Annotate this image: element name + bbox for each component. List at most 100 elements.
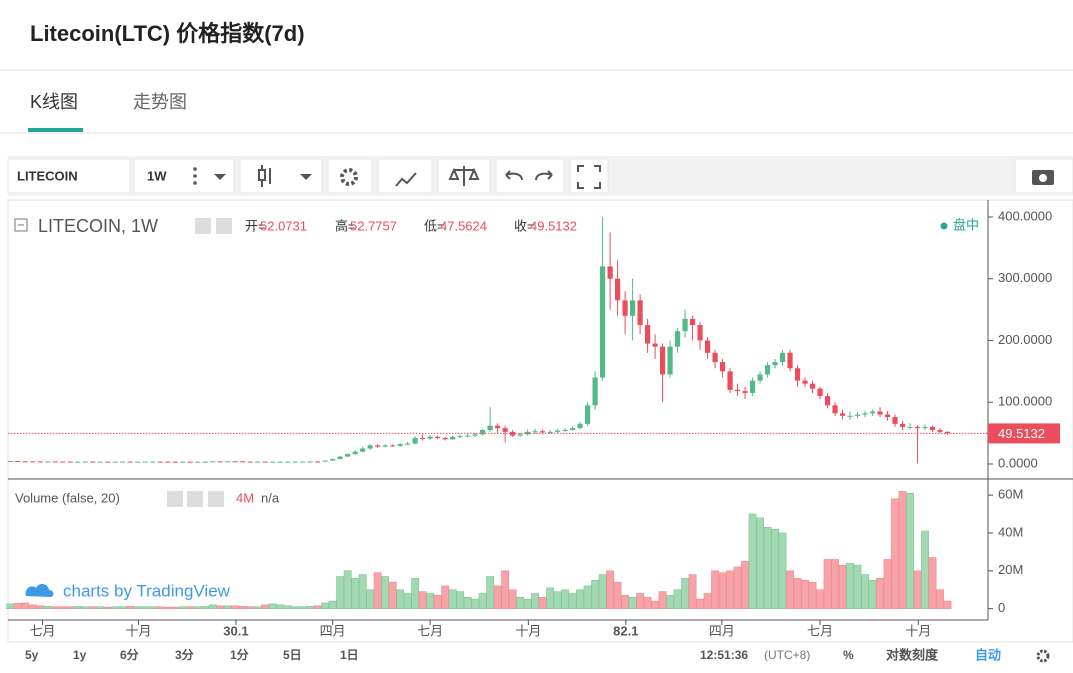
icon — [577, 165, 601, 189]
volume-bar — [51, 606, 60, 609]
range-button[interactable]: 1日 — [340, 648, 359, 662]
candle-body — [150, 461, 156, 463]
candle-body — [135, 461, 141, 463]
y-tick-label: 100.0000 — [998, 394, 1052, 409]
icon — [193, 181, 197, 185]
volume-bar — [823, 559, 832, 609]
volume-bar — [426, 593, 435, 609]
candle-body — [30, 461, 36, 463]
candle-body — [577, 423, 583, 429]
range-button[interactable]: 5y — [25, 648, 39, 662]
chart-type-button[interactable] — [239, 158, 323, 194]
volume-bar — [831, 559, 839, 609]
candle-body — [202, 461, 208, 463]
candle-body — [397, 444, 403, 447]
candle-body — [112, 461, 118, 463]
symbol-button[interactable] — [7, 158, 131, 194]
percent-toggle[interactable]: % — [843, 648, 854, 662]
icon — [208, 491, 224, 507]
volume-bar — [21, 602, 30, 609]
volume-bar — [148, 606, 157, 609]
volume-bar — [748, 513, 757, 609]
volume-bar — [658, 591, 667, 609]
volume-bar — [621, 595, 629, 609]
candle-body — [659, 346, 666, 375]
symbol: LITECOIN — [17, 168, 78, 183]
y-tick-label: 300.0000 — [998, 270, 1052, 285]
range-button[interactable]: 6分 — [120, 647, 139, 662]
candle-body — [839, 413, 846, 416]
candle-body — [704, 340, 711, 353]
volume-bar — [396, 589, 405, 609]
volume-bar — [36, 605, 45, 609]
volume-bar — [523, 598, 532, 609]
candle-body — [172, 461, 178, 463]
candle-body — [570, 428, 576, 431]
candle-body — [240, 461, 246, 463]
candle-body — [824, 396, 831, 406]
volume-bar — [688, 574, 697, 609]
candle-body — [315, 461, 321, 463]
footer-settings[interactable] — [1036, 649, 1050, 663]
candle-body — [637, 300, 643, 326]
volume-bar — [193, 606, 202, 609]
volume-bar — [561, 589, 570, 609]
volume-bar — [73, 606, 82, 609]
auto-toggle[interactable]: 自动 — [975, 647, 1001, 662]
candle-body — [195, 461, 201, 463]
volume-bar — [943, 600, 952, 609]
candle-body — [779, 352, 786, 363]
candle-body — [270, 461, 276, 463]
settings-button[interactable] — [327, 158, 373, 194]
icon — [395, 172, 417, 187]
candle-body — [442, 438, 448, 440]
candle-body — [757, 374, 763, 381]
volume-title: Volume (false, 20) — [15, 490, 120, 505]
volume-value: 4M — [236, 490, 254, 505]
volume-bar — [96, 606, 105, 609]
volume-bar — [733, 566, 742, 609]
volume-bar — [276, 604, 285, 609]
collapse-icon[interactable] — [14, 218, 28, 232]
volume-bar — [358, 574, 367, 609]
volume-bar — [486, 576, 495, 609]
candle-body — [892, 417, 898, 424]
volume-bar — [253, 606, 262, 609]
range-button[interactable]: 3分 — [175, 647, 194, 662]
candle-body — [322, 460, 328, 462]
candle-body — [255, 461, 261, 463]
volume-bar — [268, 603, 277, 609]
volume-bar — [568, 593, 577, 609]
candle-body — [450, 436, 456, 440]
volume-bar — [471, 598, 480, 609]
fullscreen-button[interactable] — [569, 158, 609, 194]
watermark[interactable]: charts by TradingView — [63, 581, 231, 600]
tab-trend[interactable]: 走势图 — [133, 92, 187, 112]
volume-bar — [628, 596, 637, 609]
status-dot — [940, 222, 948, 230]
tab-underline — [28, 128, 83, 132]
log-toggle[interactable]: 对数刻度 — [886, 647, 939, 662]
last-price-box — [988, 423, 1060, 444]
volume-bar — [478, 593, 487, 609]
indicators-button[interactable] — [377, 158, 433, 194]
range-button[interactable]: 1y — [73, 648, 87, 662]
tab-kline[interactable]: K线图 — [30, 92, 78, 112]
volume-bar — [238, 606, 247, 609]
x-tick-label: 七月 — [417, 623, 443, 638]
volume-bar — [88, 606, 97, 609]
volume-bar — [891, 498, 899, 609]
range-button[interactable]: 5日 — [283, 648, 302, 662]
last-price-label: 49.5132 — [998, 426, 1045, 441]
volume-bar — [846, 562, 854, 609]
candle-body — [390, 445, 396, 447]
candle-body — [420, 438, 426, 440]
range-button[interactable]: 1分 — [230, 647, 249, 662]
icon — [167, 491, 183, 507]
volume-bar — [666, 595, 674, 609]
market-status: 盘中 — [953, 217, 979, 232]
legend-high: 52.7757 — [350, 218, 397, 233]
candle-body — [599, 266, 606, 378]
candle-body — [52, 461, 58, 463]
candle-body — [22, 461, 28, 463]
